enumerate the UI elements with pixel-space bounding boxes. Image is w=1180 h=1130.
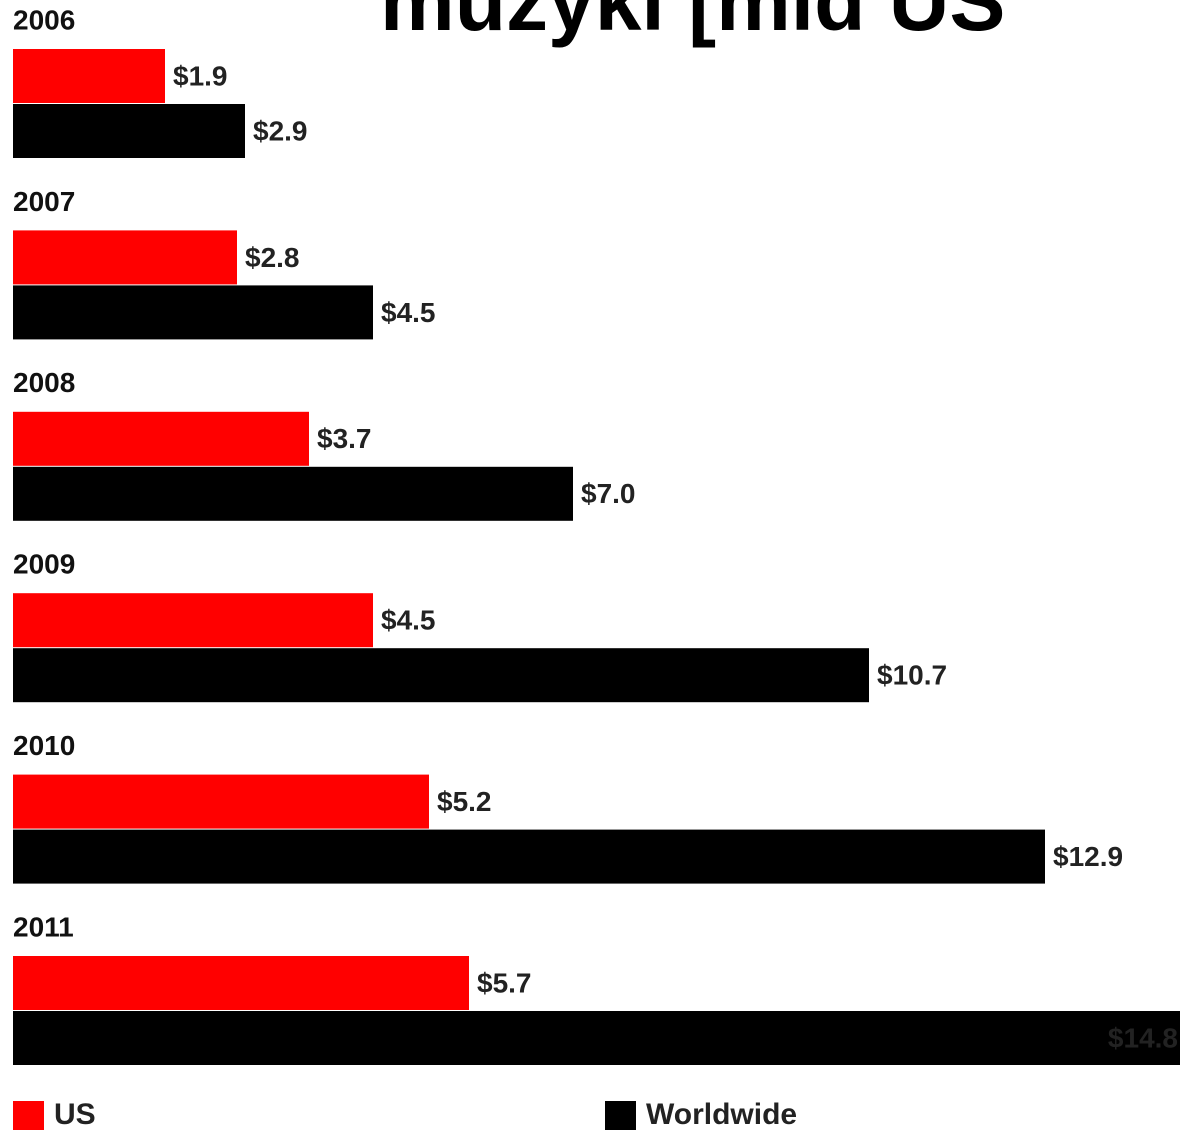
category-label: 2011 <box>13 911 74 942</box>
legend-label: Worldwide <box>646 1098 797 1130</box>
bar <box>13 774 429 829</box>
bar <box>13 956 469 1010</box>
legend-label: US <box>54 1098 96 1130</box>
chart-title: muzyki [mld US <box>380 0 1005 48</box>
category-label: 2008 <box>13 367 75 398</box>
bar <box>13 49 165 103</box>
value-label: $5.7 <box>477 967 532 998</box>
bar <box>13 648 869 703</box>
category-label: 2006 <box>13 4 75 35</box>
category-label: 2007 <box>13 186 75 217</box>
value-label: $14.8 <box>1108 1022 1178 1053</box>
value-label: $12.9 <box>1053 841 1123 872</box>
category-label: 2009 <box>13 549 75 580</box>
value-label: $4.5 <box>381 297 436 328</box>
legend-swatch <box>605 1101 636 1130</box>
value-label: $10.7 <box>877 660 947 691</box>
value-label: $2.8 <box>245 242 300 273</box>
value-label: $7.0 <box>581 478 636 509</box>
value-label: $1.9 <box>173 60 228 91</box>
legend-swatch <box>13 1101 44 1130</box>
bar <box>13 466 573 521</box>
value-label: $2.9 <box>253 115 308 146</box>
bar <box>13 593 373 648</box>
bar <box>13 230 237 285</box>
category-label: 2010 <box>13 730 75 761</box>
bar <box>13 285 373 340</box>
bar <box>13 411 309 466</box>
value-label: $4.5 <box>381 605 436 636</box>
bar <box>13 1011 1180 1065</box>
value-label: $5.2 <box>437 786 492 817</box>
value-label: $3.7 <box>317 423 372 454</box>
bar <box>13 104 245 158</box>
bar <box>13 829 1045 884</box>
